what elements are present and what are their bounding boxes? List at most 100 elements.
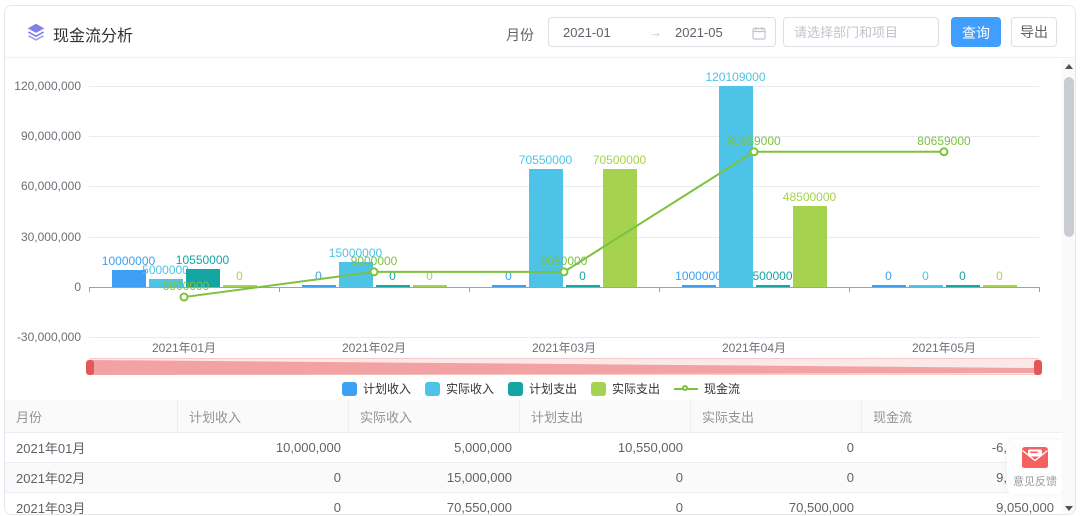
legend-swatch xyxy=(424,381,440,396)
y-axis-tick-label: 0 xyxy=(74,280,81,294)
bar-value-label: 10550000 xyxy=(175,253,230,268)
y-gridline xyxy=(89,236,1039,238)
table-header-cell: 现金流 xyxy=(873,409,913,425)
y-axis-tick-label: -30,000,000 xyxy=(16,330,81,345)
datazoom-right-handle[interactable] xyxy=(1034,360,1042,375)
bar-计划收入 xyxy=(111,270,146,287)
legend-label: 实际支出 xyxy=(612,382,661,396)
legend-label: 现金流 xyxy=(704,382,741,396)
x-axis-line xyxy=(89,287,1039,288)
export-button[interactable]: 导出 xyxy=(1011,17,1057,47)
table-cell-value: 70,550,000 xyxy=(446,500,512,515)
y-axis-tick-label: 60,000,000 xyxy=(20,179,81,194)
y-gridline xyxy=(89,136,1039,138)
x-axis-tick xyxy=(659,287,660,292)
bar-计划收入 xyxy=(491,285,526,287)
line-point xyxy=(369,267,379,277)
bar-value-label: 0 xyxy=(505,269,512,283)
x-axis-category-label: 2021年03月 xyxy=(531,341,597,355)
y-gridline xyxy=(89,85,1039,87)
vertical-scrollbar[interactable] xyxy=(1062,59,1075,514)
scroll-down-arrow[interactable] xyxy=(1062,501,1075,514)
legend-item-计划支出[interactable]: 计划支出 xyxy=(507,380,577,397)
bar-value-label: 0 xyxy=(236,269,243,283)
table-cell-value: 0 xyxy=(846,470,854,485)
bar-计划支出 xyxy=(565,285,600,287)
bar-value-label: 15000000 xyxy=(328,245,383,260)
cashflow-chart: 120,000,000 90,000,000 60,000,000 30,000,00… xyxy=(5,6,1075,514)
table-row[interactable]: 2021年03月 0 70,550,000 0 70,500,000 9,050,000 xyxy=(5,493,1075,515)
datazoom-left-handle[interactable] xyxy=(86,360,94,375)
bar-实际支出 xyxy=(982,285,1017,287)
range-arrow: → xyxy=(649,25,662,40)
bar-value-label: 0 xyxy=(885,269,892,283)
calendar-icon xyxy=(752,27,766,40)
table-cell-value: 0 xyxy=(333,470,341,485)
line-point xyxy=(179,292,189,302)
table-cell-value: 0 xyxy=(675,500,683,515)
month-filter-label: 月份 xyxy=(506,27,534,43)
bar-value-label: 70500000 xyxy=(592,152,647,167)
bar-value-label: 0 xyxy=(922,269,929,283)
y-axis-tick-label: 90,000,000 xyxy=(20,129,81,144)
table-cell-month: 2021年01月 xyxy=(16,441,86,456)
line-value-label: -6000000 xyxy=(158,279,210,294)
table-cell-value: 0 xyxy=(675,470,683,485)
bar-实际收入 xyxy=(148,278,183,287)
y-gridline xyxy=(89,186,1039,188)
bar-value-label: 5000000 xyxy=(142,262,189,277)
cashflow-table: 月份 计划收入 实际收入 计划支出 实际支出 现金流 2021年01月 10,000,000 5… xyxy=(5,400,1075,515)
x-axis-category-label: 2021年01月 xyxy=(151,341,217,355)
date-start-value[interactable]: 2021-01 xyxy=(563,25,611,40)
bar-实际支出 xyxy=(792,205,827,287)
table-header-cell: 月份 xyxy=(5,400,178,432)
line-value-label: 9050000 xyxy=(540,253,588,268)
legend-swatch xyxy=(341,381,357,396)
table-header-row: 月份 计划收入 实际收入 计划支出 实际支出 现金流 xyxy=(5,400,1075,433)
bar-实际收入 xyxy=(908,285,943,287)
legend-item-实际收入[interactable]: 实际收入 xyxy=(424,380,494,397)
legend-item-实际支出[interactable]: 实际支出 xyxy=(591,380,660,397)
table-header-cell: 计划收入 xyxy=(178,400,349,432)
x-axis-tick xyxy=(279,287,280,292)
table-header-cell: 实际支出 xyxy=(691,400,862,432)
legend-swatch xyxy=(507,381,523,396)
line-point xyxy=(939,147,949,157)
line-point xyxy=(749,147,759,157)
bar-计划支出 xyxy=(945,285,980,287)
page-header: 现金流分析 月份 2021-01 → 2021-05 查询 导出 xyxy=(5,6,1075,58)
scroll-up-arrow[interactable] xyxy=(1062,59,1075,73)
bar-计划收入 xyxy=(681,285,716,287)
x-axis-tick xyxy=(89,287,90,292)
search-button[interactable]: 查询 xyxy=(951,17,1001,47)
scrollbar-thumb[interactable] xyxy=(1064,77,1074,237)
date-end-value[interactable]: 2021-05 xyxy=(675,25,723,40)
cashflow-line xyxy=(179,147,949,302)
bar-实际支出 xyxy=(602,168,637,287)
bar-value-label: 500000 xyxy=(752,269,793,283)
dashboard-card: 现金流分析 月份 2021-01 → 2021-05 查询 导出 120,000… xyxy=(4,5,1076,515)
bar-计划支出 xyxy=(755,285,790,287)
table-header-cell: 实际收入 xyxy=(349,400,520,432)
x-axis-category-label: 2021年05月 xyxy=(911,341,977,355)
date-range-picker[interactable]: 2021-01 → 2021-05 xyxy=(548,17,776,47)
bar-value-label: 1000000 xyxy=(675,269,722,283)
table-cell-value: 0 xyxy=(333,500,341,515)
bar-value-label: 10000000 xyxy=(101,254,156,269)
bar-value-label: 0 xyxy=(426,269,433,283)
bar-实际支出 xyxy=(222,285,257,287)
department-project-input[interactable] xyxy=(783,17,939,47)
line-point xyxy=(559,267,569,277)
legend-item-现金流[interactable]: 现金流 xyxy=(674,380,740,397)
feedback-widget[interactable]: 意见反馈 xyxy=(1007,440,1063,494)
table-cell-value: 15,000,000 xyxy=(446,470,512,485)
legend-item-计划收入[interactable]: 计划收入 xyxy=(341,380,411,397)
x-axis-tick xyxy=(1039,287,1040,292)
layers-icon xyxy=(27,23,45,41)
line-value-label: 80659000 xyxy=(727,133,781,148)
datazoom-slider[interactable] xyxy=(86,358,1042,375)
legend-label: 实际收入 xyxy=(445,382,494,396)
table-row[interactable]: 2021年01月10,000,0005,000,00010,550,0000-6… xyxy=(5,433,1075,463)
table-cell-month: 2021年03月 xyxy=(16,501,86,515)
